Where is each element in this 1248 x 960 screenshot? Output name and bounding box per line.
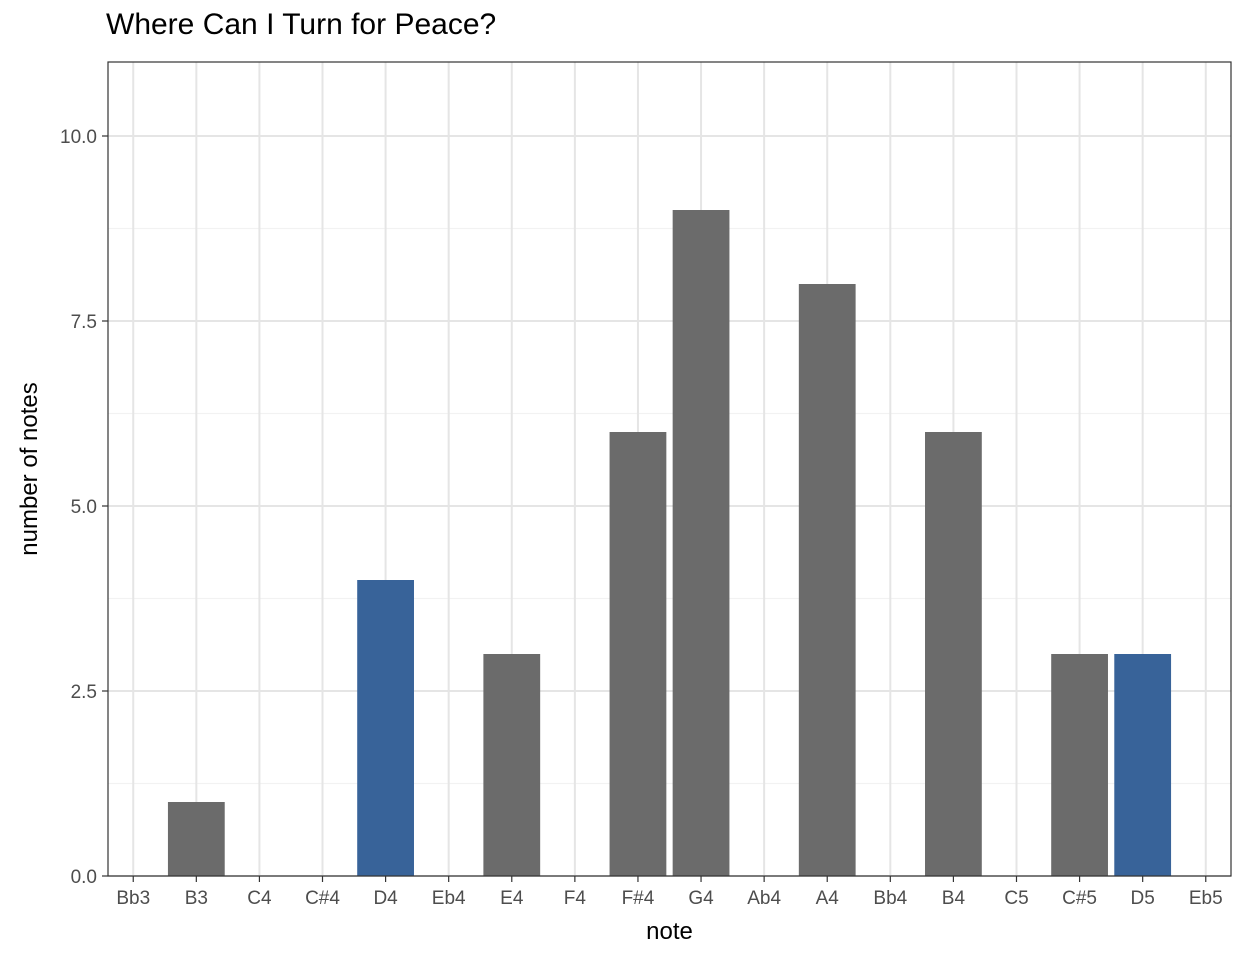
x-tick-label: C#4 [305,888,340,909]
x-tick-label: F4 [564,888,587,909]
bars [167,210,1172,876]
y-tick-label: 10.0 [60,127,97,148]
x-tick-label: Eb4 [432,888,466,909]
bar-A4 [798,284,856,876]
x-tick-label: Bb4 [873,888,907,909]
x-tick-label: C5 [1004,888,1028,909]
bar-B4 [925,432,982,876]
bar-F#4 [609,432,667,876]
x-tick-label: A4 [816,888,840,909]
bar-C#5 [1051,654,1108,876]
y-axis-title: number of notes [16,382,43,555]
x-tick-label: D5 [1131,888,1155,909]
bar-E4 [483,654,541,876]
y-tick-label: 2.5 [71,682,97,703]
x-tick-label: Eb5 [1189,888,1223,909]
x-tick-label: Ab4 [747,888,781,909]
bar-G4 [672,210,730,876]
x-tick-label: C#5 [1062,888,1097,909]
y-tick-label: 5.0 [71,497,97,518]
x-tick-label: F#4 [622,888,655,909]
x-axis-ticks: Bb3 B3 C4 C#4 D4 Eb4 E4 F4 F#4 G4 Ab4 A4 Bb4 B4 C5 C#5 D… [116,876,1223,909]
x-tick-label: B4 [942,888,966,909]
bar-D4 [357,580,414,876]
x-tick-label: B3 [185,888,208,909]
grid-lines [108,62,1231,877]
x-tick-label: Bb3 [116,888,150,909]
y-tick-label: 0.0 [71,867,97,888]
x-tick-label: C4 [247,888,272,909]
x-tick-label: G4 [688,888,714,909]
x-tick-label: E4 [500,888,524,909]
y-tick-label: 7.5 [71,312,97,333]
panel-border [107,61,1232,877]
x-axis-title: note [646,918,693,945]
chart-title: Where Can I Turn for Peace? [106,8,497,41]
bar-D5 [1114,654,1172,876]
bar-B3 [167,802,225,876]
x-tick-label: D4 [373,888,398,909]
y-axis-ticks: 0.0 2.5 5.0 7.5 10.0 [60,127,108,888]
